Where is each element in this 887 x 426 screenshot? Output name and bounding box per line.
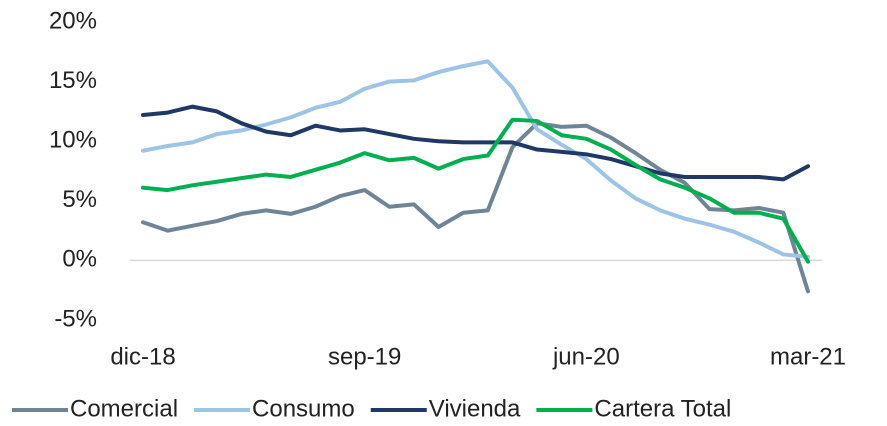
- legend-label: Consumo: [252, 395, 355, 422]
- y-tick-label: -5%: [54, 305, 97, 332]
- series-line: [141, 121, 810, 294]
- y-tick-label: 10%: [49, 127, 97, 154]
- y-tick-label: 5%: [62, 186, 97, 213]
- series-line: [141, 104, 810, 182]
- y-tick-label: 20%: [49, 7, 97, 34]
- x-tick-label: jun-20: [552, 343, 620, 370]
- x-tick-label: mar-21: [770, 343, 846, 370]
- x-tick-label: dic-18: [110, 343, 175, 370]
- legend-label: Comercial: [70, 395, 178, 422]
- y-tick-label: 15%: [49, 67, 97, 94]
- y-tick-label: 0%: [62, 246, 97, 273]
- x-tick-label: sep-19: [328, 343, 401, 370]
- series-line: [141, 117, 810, 264]
- legend-label: Cartera Total: [594, 395, 731, 422]
- legend-label: Vivienda: [429, 395, 521, 422]
